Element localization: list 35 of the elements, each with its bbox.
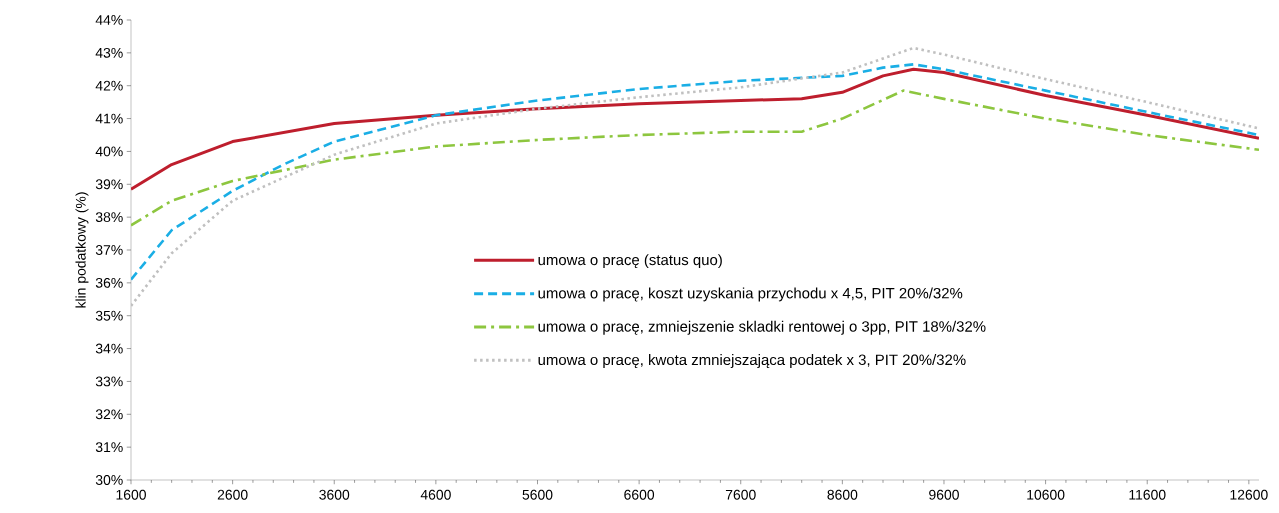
y-tick-label: 30% bbox=[95, 475, 123, 485]
x-tick-label: 8600 bbox=[827, 489, 858, 500]
y-tick-label: 40% bbox=[95, 146, 123, 157]
line-series bbox=[131, 46, 1260, 308]
x-tick-label: 2600 bbox=[217, 489, 248, 500]
y-tick-label: 41% bbox=[95, 113, 123, 124]
x-tick-label: 12600 bbox=[1230, 489, 1268, 500]
y-tick-label: 42% bbox=[95, 80, 123, 91]
legend-label: umowa o pracę, zmniejszenie skladki rentowej o 3pp, PIT 18%/32% bbox=[538, 320, 986, 335]
x-tick-label: 7600 bbox=[725, 489, 756, 500]
y-tick-label: 43% bbox=[95, 47, 123, 58]
y-tick-label: 33% bbox=[95, 376, 123, 387]
y-tick-label: 35% bbox=[95, 310, 123, 321]
x-tick-label: 4600 bbox=[420, 489, 451, 500]
legend-label: umowa o pracę, koszt uzyskania przychodu x 4,5, PIT 20%/32% bbox=[538, 287, 963, 302]
legend-label: umowa o pracę, kwota zmniejszająca podatek x 3, PIT 20%/32% bbox=[538, 354, 966, 369]
x-tick-label: 1600 bbox=[116, 489, 146, 500]
x-tick-label: 3600 bbox=[319, 489, 350, 500]
x-tick-label: 9600 bbox=[929, 489, 959, 500]
x-tick-label: 6600 bbox=[624, 489, 655, 500]
y-tick-label: 37% bbox=[95, 245, 123, 255]
y-tick-label: 34% bbox=[95, 343, 123, 354]
y-tick-label: 32% bbox=[95, 409, 123, 420]
x-tick-label: 10600 bbox=[1027, 489, 1065, 500]
y-tick-label: 44% bbox=[95, 15, 123, 25]
x-tick-label: 5600 bbox=[522, 489, 553, 500]
line-series bbox=[131, 67, 1260, 191]
line-series bbox=[131, 89, 1260, 227]
y-tick-label: 31% bbox=[95, 442, 123, 453]
legend-label: umowa o pracę (status quo) bbox=[538, 254, 722, 269]
y-tick-label: 39% bbox=[95, 179, 123, 190]
x-tick-label: 11600 bbox=[1129, 489, 1166, 500]
y-axis-title: klin podatkowy (%) bbox=[75, 192, 89, 308]
y-tick-label: 38% bbox=[95, 212, 123, 223]
y-tick-label: 36% bbox=[95, 277, 123, 288]
